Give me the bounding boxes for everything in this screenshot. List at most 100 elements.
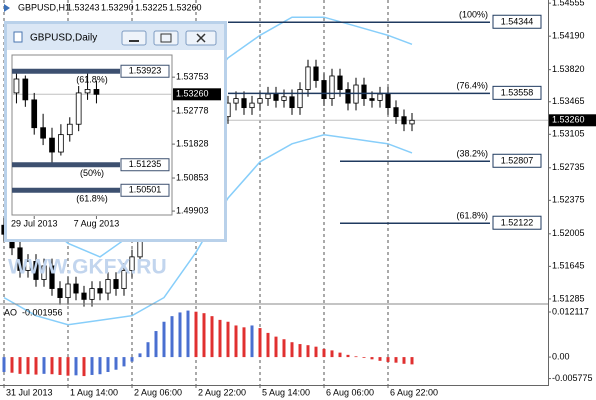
x-tick-label: 31 Jul 2013 xyxy=(6,387,53,397)
ao-bar xyxy=(354,356,358,358)
y-tick-label: 1.49903 xyxy=(176,205,209,215)
quote-low: 1.53225 xyxy=(135,2,168,12)
level-value: 1.51235 xyxy=(129,159,162,169)
x-tick-label: 1 Aug 14:00 xyxy=(70,387,118,397)
last-price-box xyxy=(173,88,221,101)
level-box xyxy=(120,64,170,78)
candle-body xyxy=(31,99,38,129)
ao-bar xyxy=(186,310,190,358)
ao-bar xyxy=(338,352,342,358)
level-value: 1.53923 xyxy=(129,66,162,76)
candle-body xyxy=(385,93,391,109)
x-tick-label: 29 Jul 2013 xyxy=(11,218,58,228)
y-tick-label: 1.53753 xyxy=(176,72,209,82)
y-tick-label: 1.52778 xyxy=(176,105,209,115)
maximize-button[interactable] xyxy=(153,30,179,46)
candle-body xyxy=(89,288,95,300)
ao-bar xyxy=(274,336,278,358)
candle-body xyxy=(49,265,55,289)
minimize-button[interactable] xyxy=(121,30,147,46)
level-box xyxy=(120,183,170,197)
ao-bar xyxy=(250,325,254,358)
y-tick-label: 1.54555 xyxy=(552,0,585,8)
level-ratio: (76.4%) xyxy=(456,81,488,91)
ao-bar xyxy=(258,328,262,358)
ao-bar xyxy=(154,331,158,358)
y-tick-label: 1.53105 xyxy=(552,129,585,139)
candle-body xyxy=(337,75,343,90)
ao-bar xyxy=(74,357,78,376)
y-tick-label: 1.51645 xyxy=(552,261,585,271)
candle-body xyxy=(75,92,82,125)
ao-bar xyxy=(314,346,318,358)
level-ratio: (100%) xyxy=(459,10,488,20)
y-tick-label: 0.00 xyxy=(552,351,570,361)
ao-bar xyxy=(98,357,102,375)
symbol-icon xyxy=(4,4,10,12)
ao-bar xyxy=(242,327,246,358)
x-tick-label: 6 Aug 22:00 xyxy=(390,387,438,397)
candle-body xyxy=(377,93,383,101)
y-tick-label: 0.012117 xyxy=(552,306,589,316)
candle-body xyxy=(113,279,119,289)
candle-body xyxy=(58,134,64,153)
ao-bar xyxy=(322,348,326,358)
candle-body xyxy=(297,89,303,109)
level-ratio: (61.8%) xyxy=(76,75,108,85)
close-glyph xyxy=(196,33,206,43)
candle-body xyxy=(289,96,295,109)
candle-body xyxy=(273,93,279,101)
candle-body xyxy=(40,127,46,139)
x-tick-label: 5 Aug 14:00 xyxy=(262,387,310,397)
window-icon xyxy=(13,31,23,43)
candle-body xyxy=(22,78,29,101)
candle-body xyxy=(393,107,399,118)
quote-high: 1.53290 xyxy=(101,2,134,12)
ao-bar xyxy=(370,357,374,360)
daily-window: GBPUSD,Daily 1.53753 1.52778 1.51828 1.5085… xyxy=(4,21,227,242)
level-ratio: (38.2%) xyxy=(456,149,488,159)
level-value: 1.50501 xyxy=(129,185,162,195)
level-box xyxy=(492,85,542,100)
ao-bar xyxy=(34,357,38,375)
candle-body xyxy=(25,260,31,271)
ao-bar xyxy=(290,342,294,358)
ao-title: AO xyxy=(4,307,17,317)
candle-body xyxy=(97,288,103,294)
ao-bar xyxy=(234,325,238,358)
ao-bar xyxy=(218,319,222,358)
candle-body xyxy=(93,89,100,95)
level-box xyxy=(492,153,542,168)
level-box xyxy=(492,14,542,29)
y-tick-label: 1.51285 xyxy=(552,293,585,303)
maximize-glyph xyxy=(160,33,172,43)
candle-body xyxy=(409,119,415,125)
level-ratio: (61.8%) xyxy=(76,194,108,204)
x-tick-label: 2 Aug 06:00 xyxy=(134,387,182,397)
ao-bar xyxy=(138,353,142,358)
watermark: WWW.GKFX.RU xyxy=(8,256,167,279)
ao-bar xyxy=(346,354,350,358)
ao-bar xyxy=(10,357,14,373)
y-tick-label: 1.51828 xyxy=(176,138,209,148)
candle-body xyxy=(33,260,39,280)
candle-body xyxy=(41,265,47,280)
ao-bar xyxy=(306,345,310,358)
candle-body xyxy=(361,84,367,99)
ao-bar xyxy=(178,312,182,358)
ao-bar xyxy=(58,357,62,375)
x-tick-label: 7 Aug 2013 xyxy=(74,218,120,228)
quote-close: 1.53260 xyxy=(169,2,202,12)
level-value: 1.52122 xyxy=(501,218,534,228)
ao-bar xyxy=(2,357,6,372)
ao-bar xyxy=(386,357,390,362)
candle-body xyxy=(66,123,73,136)
level-value: 1.54344 xyxy=(501,17,534,27)
level-box xyxy=(492,215,542,230)
ao-bar xyxy=(90,357,94,375)
candle-body xyxy=(313,66,319,81)
y-tick-label: 1.50853 xyxy=(176,172,209,182)
symbol: GBPUSD,H1 xyxy=(18,2,70,12)
candle-body xyxy=(57,288,63,298)
ao-bar xyxy=(378,357,382,361)
